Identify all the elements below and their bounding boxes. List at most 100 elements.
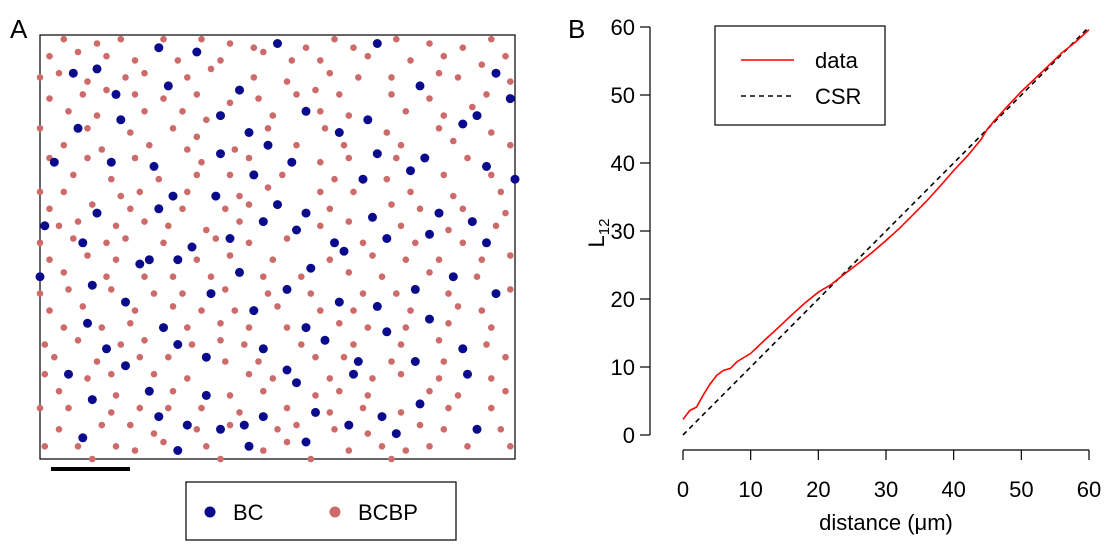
bc-point [206,289,216,299]
bcbp-point [245,239,253,247]
bcbp-point [397,222,405,230]
bcbp-point [478,256,486,264]
bcbp-point [179,205,186,213]
bcbp-point [407,188,414,196]
bcbp-point [378,273,386,281]
bc-point [334,297,344,307]
bc-point [292,225,301,235]
bcbp-point [255,95,262,102]
bcbp-point [283,438,291,446]
bc-point [149,161,159,171]
bcbp-point [131,447,139,454]
bcbp-point [112,443,120,450]
bcbp-point [65,108,72,115]
panel-b-label: B [568,14,585,44]
bcbp-point [336,91,343,98]
bc-point [406,166,415,176]
bc-point [415,399,425,409]
bcbp-point [136,404,144,412]
bcbp-point [89,455,96,463]
panel-a-legend: BC BCBP [185,481,457,541]
bc-point [258,412,268,422]
bcbp-point [336,320,343,327]
bcbp-point [507,78,514,85]
bcbp-point [65,286,72,293]
bcbp-point [402,324,410,331]
bcbp-point [393,35,400,43]
bcbp-point [46,256,53,264]
bc-point [111,89,121,99]
bcbp-point [84,375,91,382]
bcbp-point [217,57,224,64]
bcbp-point [222,358,229,365]
bcbp-point [317,222,324,230]
bcbp-point [359,290,367,297]
bcbp-point [160,95,167,102]
bc-point [320,335,330,345]
bcbp-point [369,252,376,259]
bcbp-point [217,320,224,327]
bcbp-point [74,337,82,344]
bc-point [235,85,244,95]
bcbp-point [397,409,405,416]
bcbp-point [188,341,196,348]
bcbp-point [483,91,490,98]
bcbp-point [55,222,63,230]
bcbp-point [193,256,201,264]
bc-point [391,429,401,439]
bcbp-point [36,188,44,196]
bcbp-point [317,188,324,196]
bc-point [87,395,97,405]
panel-a: A BC BCBP [10,14,520,541]
bcbp-point [359,404,367,412]
bcbp-point [507,286,514,293]
y-tick-label: 10 [611,355,635,380]
legend-csr-label: CSR [815,84,861,109]
bcbp-point [416,421,424,429]
bcbp-point [84,125,91,132]
bcbp-point [36,125,44,132]
bc-point [182,420,192,430]
bc-point [311,407,320,417]
bcbp-point [440,358,448,365]
bc-point [491,68,501,78]
bcbp-point [397,341,405,348]
bcbp-point [60,188,68,196]
bcbp-point [274,426,281,433]
bcbp-point [473,273,481,281]
legend-bc-label: BC [233,500,264,525]
bcbp-point [260,447,267,454]
panel-b-legend-box [714,25,886,126]
bcbp-point [160,438,167,446]
bcbp-point [260,273,267,281]
legend-bcbp-label: BCBP [358,500,418,525]
bcbp-point [317,108,324,115]
bcbp-point [193,426,201,433]
bc-point [349,369,358,379]
bcbp-point [293,91,300,98]
bcbp-point [117,341,125,348]
bcbp-point [488,375,495,382]
bcbp-point [150,430,158,437]
bc-point [216,111,225,121]
bcbp-point [426,443,433,450]
bcbp-point [416,205,424,213]
bc-point [168,191,178,201]
bcbp-point [184,188,191,196]
bc-point [144,255,154,265]
bc-point [249,306,259,316]
y-tick-label: 30 [611,219,635,244]
bcbp-point [350,341,357,348]
bc-point [68,68,78,78]
bc-point [472,424,482,434]
bcbp-point [464,154,471,162]
bcbp-point [117,35,125,43]
bc-point [382,327,392,337]
bcbp-point [317,57,324,64]
bcbp-point [169,273,177,281]
bc-point [235,267,244,277]
bcbp-point [302,44,310,51]
bc-point [273,39,282,48]
bc-point [135,259,145,269]
bcbp-point [93,40,101,47]
